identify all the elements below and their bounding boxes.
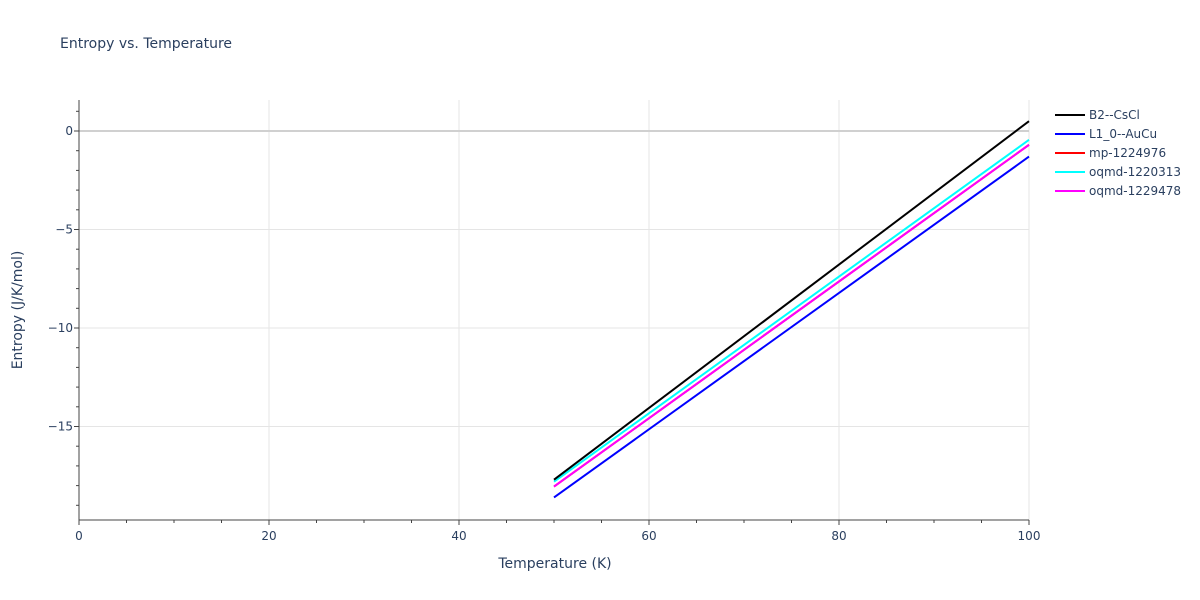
x-tick-label: 0 <box>75 529 83 543</box>
legend-label: oqmd-1220313 <box>1089 165 1181 179</box>
legend-item[interactable]: L1_0--AuCu <box>1055 127 1157 141</box>
legend[interactable]: B2--CsCl L1_0--AuCu mp-1224976 oqmd-1220313… <box>1055 108 1181 198</box>
series-line-B2--CsCl[interactable] <box>553 120 1030 481</box>
x-tick-label: 20 <box>261 529 276 543</box>
y-tick-label: −10 <box>48 321 73 335</box>
legend-item[interactable]: mp-1224976 <box>1055 146 1166 160</box>
legend-label: mp-1224976 <box>1089 146 1166 160</box>
y-tick-label: 0 <box>65 124 73 138</box>
legend-label: L1_0--AuCu <box>1089 127 1157 141</box>
legend-label: oqmd-1229478 <box>1089 184 1181 198</box>
legend-item[interactable]: oqmd-1220313 <box>1055 165 1181 179</box>
series-line-L1_0--AuCu[interactable] <box>553 155 1030 499</box>
y-axis-title: Entropy (J/K/mol) <box>10 251 26 370</box>
chart-title: Entropy vs. Temperature <box>60 36 233 52</box>
y-tick-label: −5 <box>55 223 73 237</box>
grid-lines <box>79 100 1030 520</box>
x-tick-label: 100 <box>1018 529 1041 543</box>
x-axis-title: Temperature (K) <box>497 556 611 572</box>
data-series <box>553 120 1030 499</box>
legend-item[interactable]: B2--CsCl <box>1055 108 1140 122</box>
x-tick-label: 60 <box>641 529 656 543</box>
series-line-oqmd-1220313[interactable] <box>553 139 1030 483</box>
series-line-oqmd-1229478[interactable] <box>553 143 1030 488</box>
y-tick-label: −15 <box>48 420 73 434</box>
legend-label: B2--CsCl <box>1089 108 1140 122</box>
legend-item[interactable]: oqmd-1229478 <box>1055 184 1181 198</box>
x-tick-label: 80 <box>831 529 846 543</box>
axes: 0 20 40 60 80 100 0 −5 −10 −15 <box>48 100 1041 543</box>
x-tick-label: 40 <box>451 529 466 543</box>
